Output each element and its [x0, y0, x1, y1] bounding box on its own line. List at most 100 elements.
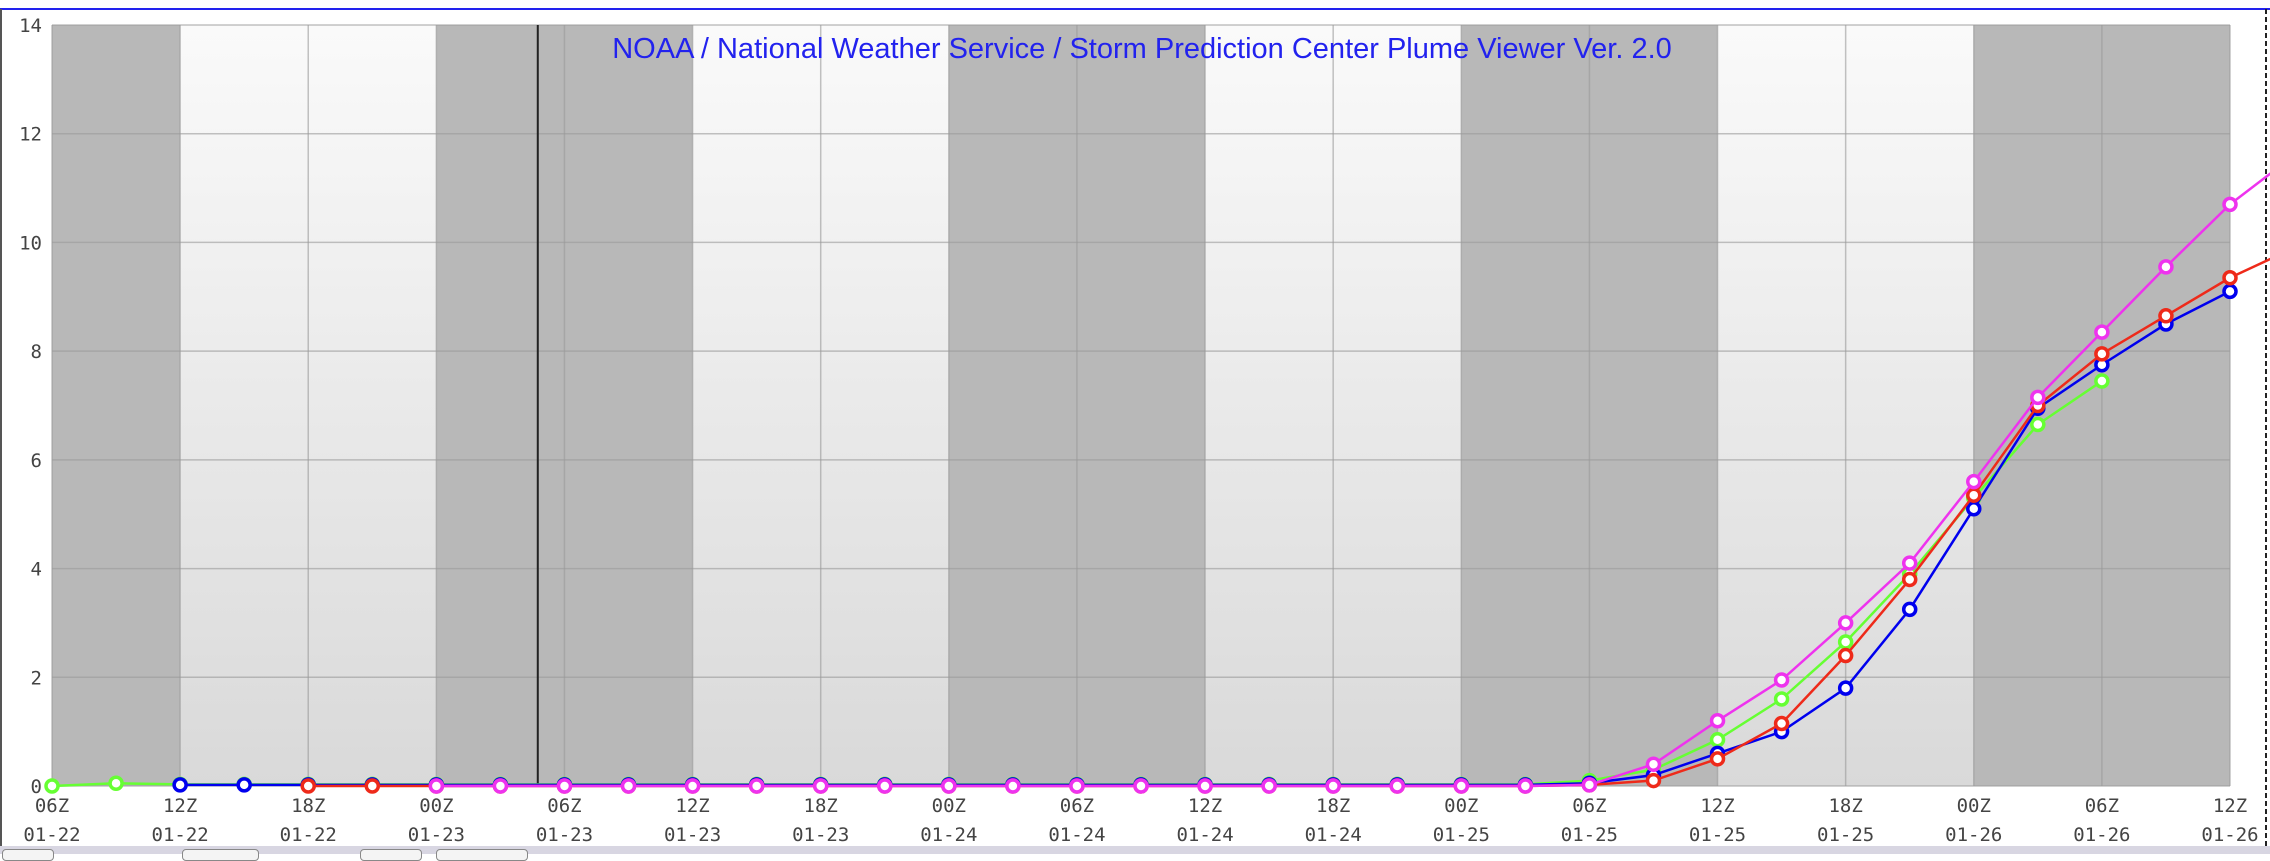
- x-tick-date: 01-22: [280, 824, 337, 846]
- x-tick-hour: 06Z: [1572, 795, 1606, 817]
- data-point: [2094, 373, 2110, 389]
- night-band: [52, 25, 181, 786]
- data-point: [1645, 756, 1662, 773]
- data-point: [1325, 778, 1341, 794]
- data-point: [2094, 324, 2110, 340]
- x-tick-date: 01-24: [1176, 824, 1233, 846]
- x-tick-date: 01-23: [536, 824, 593, 846]
- data-point: [236, 777, 252, 793]
- x-tick-hour: 06Z: [547, 795, 581, 817]
- x-tick-date: 01-23: [664, 824, 721, 846]
- x-tick-hour: 12Z: [2213, 795, 2247, 817]
- data-point: [1197, 778, 1213, 794]
- data-point: [941, 778, 957, 794]
- x-tick-hour: 06Z: [2085, 795, 2119, 817]
- x-tick-hour: 12Z: [1188, 795, 1222, 817]
- x-tick-hour: 00Z: [1957, 795, 1991, 817]
- data-point: [1005, 778, 1021, 794]
- data-point: [1837, 680, 1854, 696]
- data-point: [2030, 389, 2046, 406]
- data-point: [1837, 634, 1854, 650]
- x-tick-hour: 18Z: [1828, 795, 1862, 817]
- data-point: [172, 777, 188, 793]
- x-tick-hour: 12Z: [675, 795, 709, 817]
- x-tick-date: 01-26: [2073, 824, 2130, 846]
- toolbar-button[interactable]: [2, 849, 54, 861]
- x-tick-date: 01-23: [792, 824, 849, 846]
- x-tick-hour: 18Z: [291, 795, 325, 817]
- data-point: [1966, 473, 1982, 490]
- x-tick-date: 01-23: [408, 824, 465, 846]
- data-point: [2222, 270, 2238, 286]
- data-point: [556, 778, 573, 794]
- data-point: [748, 778, 765, 794]
- data-point: [2222, 283, 2238, 300]
- x-tick-date: 01-26: [2201, 824, 2258, 846]
- data-point: [428, 778, 445, 794]
- bottom-toolbar: [0, 846, 2270, 854]
- data-point: [1261, 778, 1277, 794]
- x-tick-hour: 12Z: [1700, 795, 1734, 817]
- data-point: [1709, 751, 1726, 767]
- y-tick-label: 0: [31, 776, 42, 798]
- data-point: [364, 778, 381, 794]
- x-axis: 06Z 01-22 12Z 01-22 18Z 01-22 00Z 01-23 06Z 01-23…: [23, 795, 2258, 846]
- data-point: [1966, 501, 1982, 517]
- x-tick-date: 01-24: [1305, 824, 1362, 846]
- data-point: [620, 778, 637, 794]
- data-point: [44, 778, 60, 794]
- y-tick-label: 10: [19, 232, 42, 254]
- data-point: [1069, 778, 1085, 794]
- data-point: [1581, 777, 1598, 793]
- data-point: [1389, 778, 1405, 794]
- y-tick-label: 14: [19, 15, 42, 37]
- y-axis: 0 2 4 6 8 10 12 14: [19, 15, 42, 798]
- series-3: [428, 172, 2270, 794]
- data-point: [1453, 778, 1470, 794]
- data-point: [812, 778, 829, 794]
- x-tick-date: 01-25: [1689, 824, 1746, 846]
- x-tick-hour: 18Z: [1316, 795, 1350, 817]
- chart-title: NOAA / National Weather Service / Storm …: [612, 33, 1672, 65]
- toolbar-button[interactable]: [360, 849, 422, 861]
- data-point: [1901, 555, 1918, 571]
- data-point: [1773, 715, 1790, 732]
- x-tick-date: 01-25: [1433, 824, 1490, 846]
- x-tick-hour: 00Z: [419, 795, 453, 817]
- data-point: [2030, 416, 2046, 433]
- data-point: [1901, 571, 1918, 588]
- toolbar-button[interactable]: [182, 849, 259, 861]
- x-tick-date: 01-22: [152, 824, 209, 846]
- data-point: [1966, 487, 1982, 503]
- data-point: [1773, 672, 1790, 688]
- data-point: [2158, 308, 2174, 324]
- data-point: [1709, 713, 1726, 729]
- data-point: [2222, 196, 2238, 213]
- data-point: [1773, 691, 1790, 707]
- y-tick-label: 8: [31, 341, 42, 363]
- data-point: [684, 778, 701, 794]
- x-tick-hour: 12Z: [163, 795, 197, 817]
- data-point: [1709, 732, 1726, 748]
- x-tick-hour: 06Z: [1060, 795, 1094, 817]
- y-tick-label: 4: [31, 559, 42, 581]
- toolbar-button[interactable]: [436, 849, 528, 861]
- data-point: [1517, 778, 1534, 794]
- x-tick-hour: 06Z: [35, 795, 69, 817]
- x-tick-date: 01-25: [1817, 824, 1874, 846]
- x-tick-hour: 18Z: [804, 795, 838, 817]
- y-tick-label: 2: [31, 667, 42, 689]
- x-tick-hour: 00Z: [1444, 795, 1478, 817]
- data-point: [1901, 601, 1918, 618]
- data-point: [1645, 772, 1662, 789]
- x-tick-date: 01-25: [1561, 824, 1618, 846]
- y-tick-label: 12: [19, 124, 42, 146]
- x-tick-date: 01-24: [920, 824, 977, 846]
- data-point: [108, 775, 124, 792]
- gridlines: [51, 24, 2231, 787]
- data-point: [300, 778, 316, 794]
- x-tick-date: 01-26: [1945, 824, 2002, 846]
- data-point: [1133, 778, 1149, 794]
- x-tick-hour: 00Z: [932, 795, 966, 817]
